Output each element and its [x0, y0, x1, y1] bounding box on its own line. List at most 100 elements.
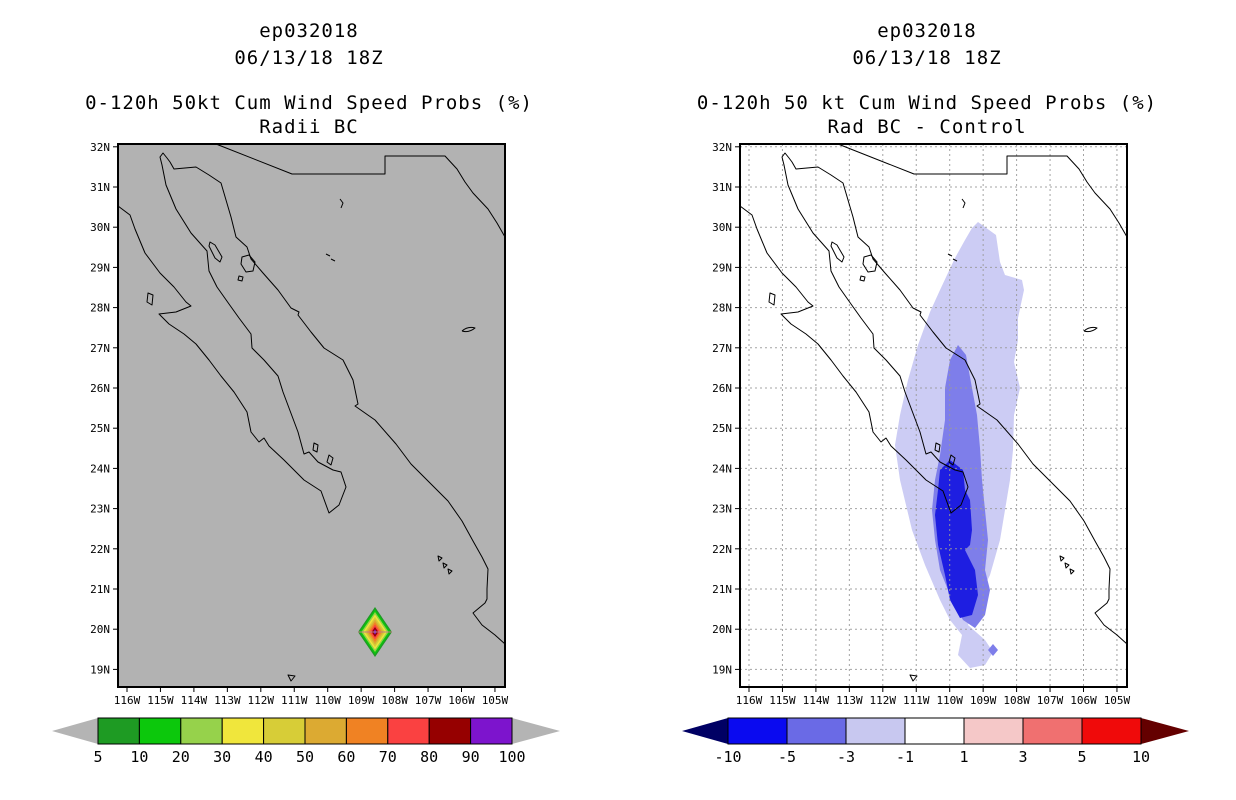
us-mexico-border-path: [837, 143, 1128, 238]
lon-tick-label: 106W: [1070, 694, 1097, 707]
lat-tick-label: 27N: [90, 342, 110, 355]
colorbar-label: -1: [896, 748, 914, 766]
lat-tick-label: 20N: [90, 623, 110, 636]
lat-tick-label: 21N: [712, 583, 732, 596]
colorbar-left-arrow: [52, 718, 98, 744]
island-outline: [287, 674, 296, 682]
colorbar-label: 90: [462, 748, 480, 766]
colorbar-segment: [221, 717, 265, 745]
colorbar-label: 20: [172, 748, 190, 766]
lon-tick-label: 107W: [1037, 694, 1064, 707]
island-outline: [768, 292, 776, 306]
lon-tick-label: 105W: [1104, 694, 1131, 707]
water-feature: [952, 258, 958, 262]
colorbar-label: -10: [714, 748, 741, 766]
lat-tick-label: 31N: [90, 181, 110, 194]
lon-tick-label: 108W: [1003, 694, 1030, 707]
panel-rad-bc-minus-control: ep032018 06/13/18 18Z 0-120h 50 kt Cum W…: [618, 0, 1236, 800]
coastline-path: [739, 152, 1128, 645]
colorbar-label: 70: [379, 748, 397, 766]
lat-tick-label: 28N: [90, 302, 110, 315]
colorbar-segment: [345, 717, 389, 745]
lat-tick-label: 25N: [90, 422, 110, 435]
map-subtitle: Radii BC: [259, 116, 359, 138]
lon-tick-label: 114W: [181, 694, 208, 707]
colorbar-segment: [470, 717, 513, 745]
lat-tick-label: 19N: [712, 663, 732, 676]
lat-tick-label: 30N: [90, 221, 110, 234]
lon-tick-label: 110W: [936, 694, 963, 707]
colorbar-segment: [845, 717, 906, 745]
lat-tick-label: 20N: [712, 623, 732, 636]
us-mexico-border-path: [215, 143, 506, 238]
axis-ticks: [113, 146, 496, 692]
map-area: 116W 115W 114W 113W 112W 111W 110W 109W 108W 107W…: [90, 141, 508, 707]
colorbar-segment: [786, 717, 847, 745]
lon-tick-label: 111W: [903, 694, 930, 707]
island-outline: [326, 454, 334, 466]
water-feature: [1083, 326, 1098, 333]
island-outline: [312, 442, 319, 453]
island-outline: [1069, 568, 1075, 575]
island-outline: [208, 241, 223, 263]
map-frame: [117, 143, 506, 688]
lon-tick-label: 116W: [736, 694, 763, 707]
lon-tick-label: 111W: [281, 694, 308, 707]
water-feature: [461, 326, 476, 333]
island-outline: [442, 562, 448, 569]
coastlines: [117, 143, 506, 682]
island-outline: [240, 254, 256, 273]
lat-tick-label: 29N: [712, 261, 732, 274]
lat-tick-label: 21N: [90, 583, 110, 596]
colorbar-label: 5: [1077, 748, 1086, 766]
island-outline: [862, 254, 878, 273]
colorbar-segment: [1081, 717, 1142, 745]
map-subtitle: Rad BC - Control: [827, 116, 1027, 138]
map-frame: [739, 143, 1128, 688]
colorbar-right-arrow: [512, 718, 560, 744]
lat-tick-label: 22N: [90, 543, 110, 556]
lon-tick-label: 116W: [114, 694, 141, 707]
map-plot-difference: 116W 115W 114W 113W 112W 111W 110W 109W 108W 107W…: [682, 141, 1189, 766]
island-outline: [237, 275, 244, 282]
map-background: [118, 144, 505, 687]
colorbar-segment: [97, 717, 140, 745]
lat-tick-label: 31N: [712, 181, 732, 194]
colorbar-label: -5: [778, 748, 796, 766]
storm-id: ep032018: [259, 20, 359, 42]
colorbar-segment: [1022, 717, 1083, 745]
lon-tick-label: 114W: [803, 694, 830, 707]
coastlines: [739, 143, 1128, 682]
water-feature: [325, 253, 331, 257]
colorbar-label: 3: [1018, 748, 1027, 766]
colorbar-segment: [263, 717, 306, 745]
lat-tick-label: 24N: [90, 462, 110, 475]
lat-tick-label: 26N: [712, 382, 732, 395]
lat-tick-label: 30N: [712, 221, 732, 234]
colorbar-label: 100: [498, 748, 525, 766]
lon-tick-label: 105W: [482, 694, 509, 707]
shade-minus3-spot: [988, 644, 998, 656]
water-feature: [339, 198, 344, 209]
lon-tick-label: 107W: [415, 694, 442, 707]
island-outline: [447, 568, 453, 575]
colorbar-label: -3: [837, 748, 855, 766]
prob-title: 0-120h 50kt Cum Wind Speed Probs (%): [85, 92, 533, 114]
colorbar-label: 10: [130, 748, 148, 766]
colorbar-segment: [387, 717, 430, 745]
colorbar-label: 80: [420, 748, 438, 766]
lon-tick-label: 115W: [769, 694, 796, 707]
lat-tick-label: 22N: [712, 543, 732, 556]
lat-tick-label: 23N: [90, 503, 110, 516]
island-outline: [859, 275, 866, 282]
island-outline: [830, 241, 845, 263]
colorbar: -10 -5 -3 -1 1 3 5 10: [682, 717, 1189, 766]
colorbar-label: 30: [213, 748, 231, 766]
map-plot-radii-bc: 116W 115W 114W 113W 112W 111W 110W 109W 108W 107W…: [52, 141, 560, 766]
colorbar: 5 10 20 30 40 50 60 70 80 90 100: [52, 717, 560, 766]
colorbar-segment: [904, 717, 965, 745]
lat-tick-label: 27N: [712, 342, 732, 355]
lon-tick-label: 115W: [147, 694, 174, 707]
map-area: 116W 115W 114W 113W 112W 111W 110W 109W 108W 107W…: [712, 141, 1130, 707]
